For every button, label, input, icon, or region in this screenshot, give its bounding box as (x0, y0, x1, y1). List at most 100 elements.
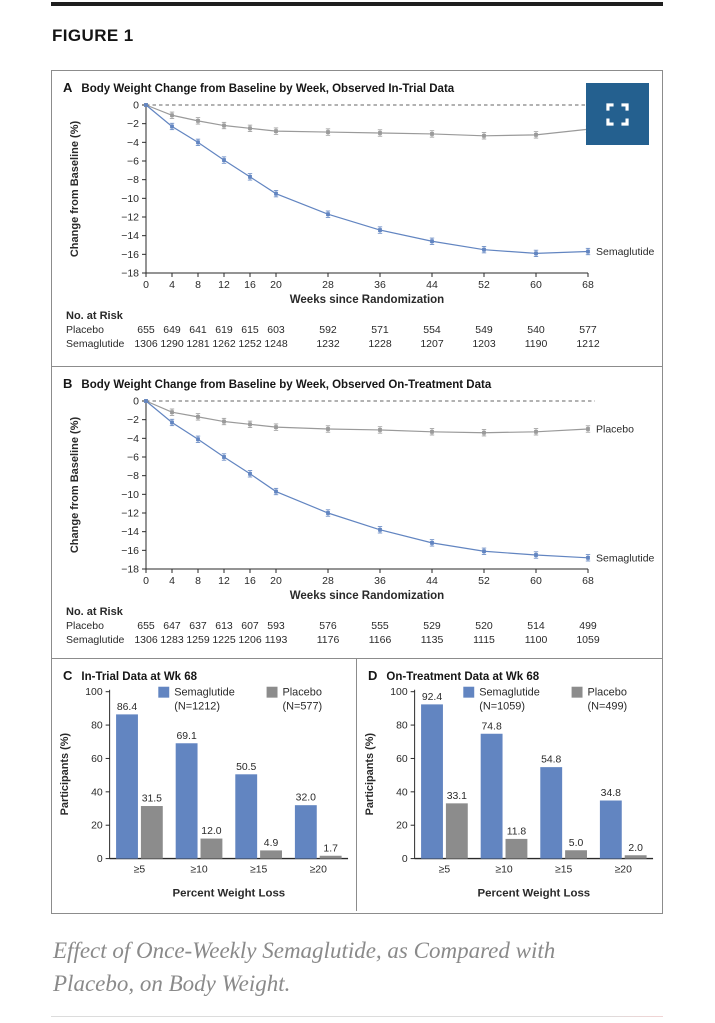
svg-text:Placebo: Placebo (66, 620, 104, 632)
svg-text:Placebo: Placebo (66, 324, 104, 336)
panel-c-title: C In-Trial Data at Wk 68 (63, 667, 197, 685)
svg-text:−18: −18 (121, 564, 139, 576)
svg-text:44: 44 (426, 279, 438, 291)
svg-text:1100: 1100 (525, 634, 548, 646)
svg-text:529: 529 (423, 620, 441, 632)
svg-text:60: 60 (530, 279, 542, 291)
svg-text:Participants (%): Participants (%) (59, 733, 71, 816)
svg-text:499: 499 (579, 620, 597, 632)
panel-d-title: D On-Treatment Data at Wk 68 (368, 667, 539, 685)
svg-text:36: 36 (374, 279, 386, 291)
svg-text:637: 637 (189, 620, 207, 632)
svg-text:≥5: ≥5 (134, 865, 146, 876)
panel-b-line-chart: 0 −2 −4 −6 −8 −10 −12 −14 −16 −18 Change from Base… (66, 396, 655, 647)
svg-text:20: 20 (270, 279, 282, 291)
svg-text:593: 593 (267, 620, 285, 632)
svg-text:Semaglutide: Semaglutide (479, 687, 540, 699)
svg-text:Semaglutide: Semaglutide (596, 246, 655, 258)
svg-text:Placebo: Placebo (282, 687, 321, 699)
svg-text:≥20: ≥20 (615, 865, 633, 876)
svg-text:1290: 1290 (160, 338, 184, 350)
svg-text:1206: 1206 (238, 634, 262, 646)
svg-text:12: 12 (218, 279, 230, 291)
svg-text:(N=499): (N=499) (587, 701, 627, 713)
svg-text:40: 40 (91, 787, 103, 798)
svg-text:69.1: 69.1 (176, 731, 196, 742)
panel-a-line-chart: 0 −2 −4 −6 −8 −10 −12 −14 −16 −18 Change from Base… (66, 100, 655, 351)
expand-button[interactable] (586, 83, 649, 145)
bar-placebo (565, 850, 587, 859)
svg-text:−4: −4 (127, 137, 139, 149)
bar-semaglutide (421, 704, 443, 859)
svg-text:1252: 1252 (238, 338, 262, 350)
panel-a-letter: A (63, 80, 73, 95)
svg-text:619: 619 (215, 324, 233, 336)
svg-text:Semaglutide: Semaglutide (66, 634, 125, 646)
y-axis: 0 −2 −4 −6 −8 −10 −12 −14 −16 −18 Change from Base… (69, 396, 147, 576)
svg-text:1306: 1306 (134, 338, 158, 350)
svg-text:≥10: ≥10 (495, 865, 513, 876)
svg-text:603: 603 (267, 324, 285, 336)
svg-text:647: 647 (163, 620, 181, 632)
svg-text:28: 28 (322, 575, 334, 587)
svg-text:514: 514 (527, 620, 545, 632)
svg-text:28: 28 (322, 279, 334, 291)
svg-text:1.7: 1.7 (323, 843, 338, 854)
svg-text:68: 68 (582, 279, 594, 291)
bar-semaglutide (540, 767, 563, 859)
svg-text:12: 12 (218, 575, 230, 587)
y-axis: 0 20 40 60 80 100 Participants (%) (364, 687, 416, 865)
panel-d-letter: D (368, 668, 378, 683)
panel-b-title-text: Body Weight Change from Baseline by Week… (81, 379, 492, 391)
risk-table: No. at Risk Placebo 655 649 641 619 615 603 592 5… (66, 310, 600, 350)
svg-text:Semaglutide: Semaglutide (596, 552, 655, 564)
svg-text:20: 20 (91, 821, 103, 832)
svg-text:−10: −10 (121, 489, 139, 501)
svg-text:554: 554 (423, 324, 441, 336)
svg-text:641: 641 (189, 324, 207, 336)
svg-text:520: 520 (475, 620, 493, 632)
svg-text:−14: −14 (121, 230, 139, 242)
svg-text:Change from Baseline (%): Change from Baseline (%) (69, 121, 81, 258)
svg-text:Change from Baseline (%): Change from Baseline (%) (69, 417, 81, 554)
svg-text:12.0: 12.0 (201, 826, 221, 837)
bar-semaglutide (175, 743, 198, 859)
svg-text:No. at Risk: No. at Risk (66, 310, 124, 322)
panel-a-title: A Body Weight Change from Baseline by Wee… (63, 79, 454, 97)
svg-text:16: 16 (244, 575, 256, 587)
svg-text:−14: −14 (121, 526, 139, 538)
svg-text:555: 555 (371, 620, 389, 632)
svg-text:1212: 1212 (576, 338, 600, 350)
svg-text:1262: 1262 (212, 338, 236, 350)
svg-text:615: 615 (241, 324, 259, 336)
svg-text:Percent Weight Loss: Percent Weight Loss (173, 887, 286, 899)
bars: 86.4 31.5 69.1 12.0 50.5 4.9 32.0 1.7 (116, 702, 342, 859)
svg-text:5.0: 5.0 (569, 838, 584, 849)
svg-text:31.5: 31.5 (142, 794, 162, 805)
svg-text:≥10: ≥10 (190, 865, 208, 876)
svg-text:1248: 1248 (264, 338, 288, 350)
legend-placebo-swatch (571, 686, 583, 698)
svg-text:0: 0 (97, 854, 103, 865)
svg-text:576: 576 (319, 620, 337, 632)
svg-text:Semaglutide: Semaglutide (66, 338, 125, 350)
panel-b-letter: B (63, 376, 73, 391)
svg-text:1166: 1166 (369, 634, 392, 646)
svg-text:11.8: 11.8 (507, 826, 527, 837)
top-rule (51, 2, 663, 6)
expand-icon (606, 102, 629, 126)
bars: 92.4 33.1 74.8 11.8 54.8 5.0 34.8 2.0 (421, 692, 647, 859)
svg-text:Weeks since Randomization: Weeks since Randomization (290, 294, 444, 306)
svg-text:−12: −12 (121, 212, 139, 224)
svg-text:−10: −10 (121, 193, 139, 205)
svg-text:−16: −16 (121, 545, 139, 557)
svg-text:1193: 1193 (265, 634, 288, 646)
panel-a: A Body Weight Change from Baseline by Wee… (52, 71, 662, 367)
svg-text:34.8: 34.8 (601, 788, 621, 799)
svg-text:4: 4 (169, 279, 175, 291)
svg-text:36: 36 (374, 575, 386, 587)
svg-text:20: 20 (270, 575, 282, 587)
svg-text:1190: 1190 (525, 338, 548, 350)
series-placebo (144, 103, 591, 140)
